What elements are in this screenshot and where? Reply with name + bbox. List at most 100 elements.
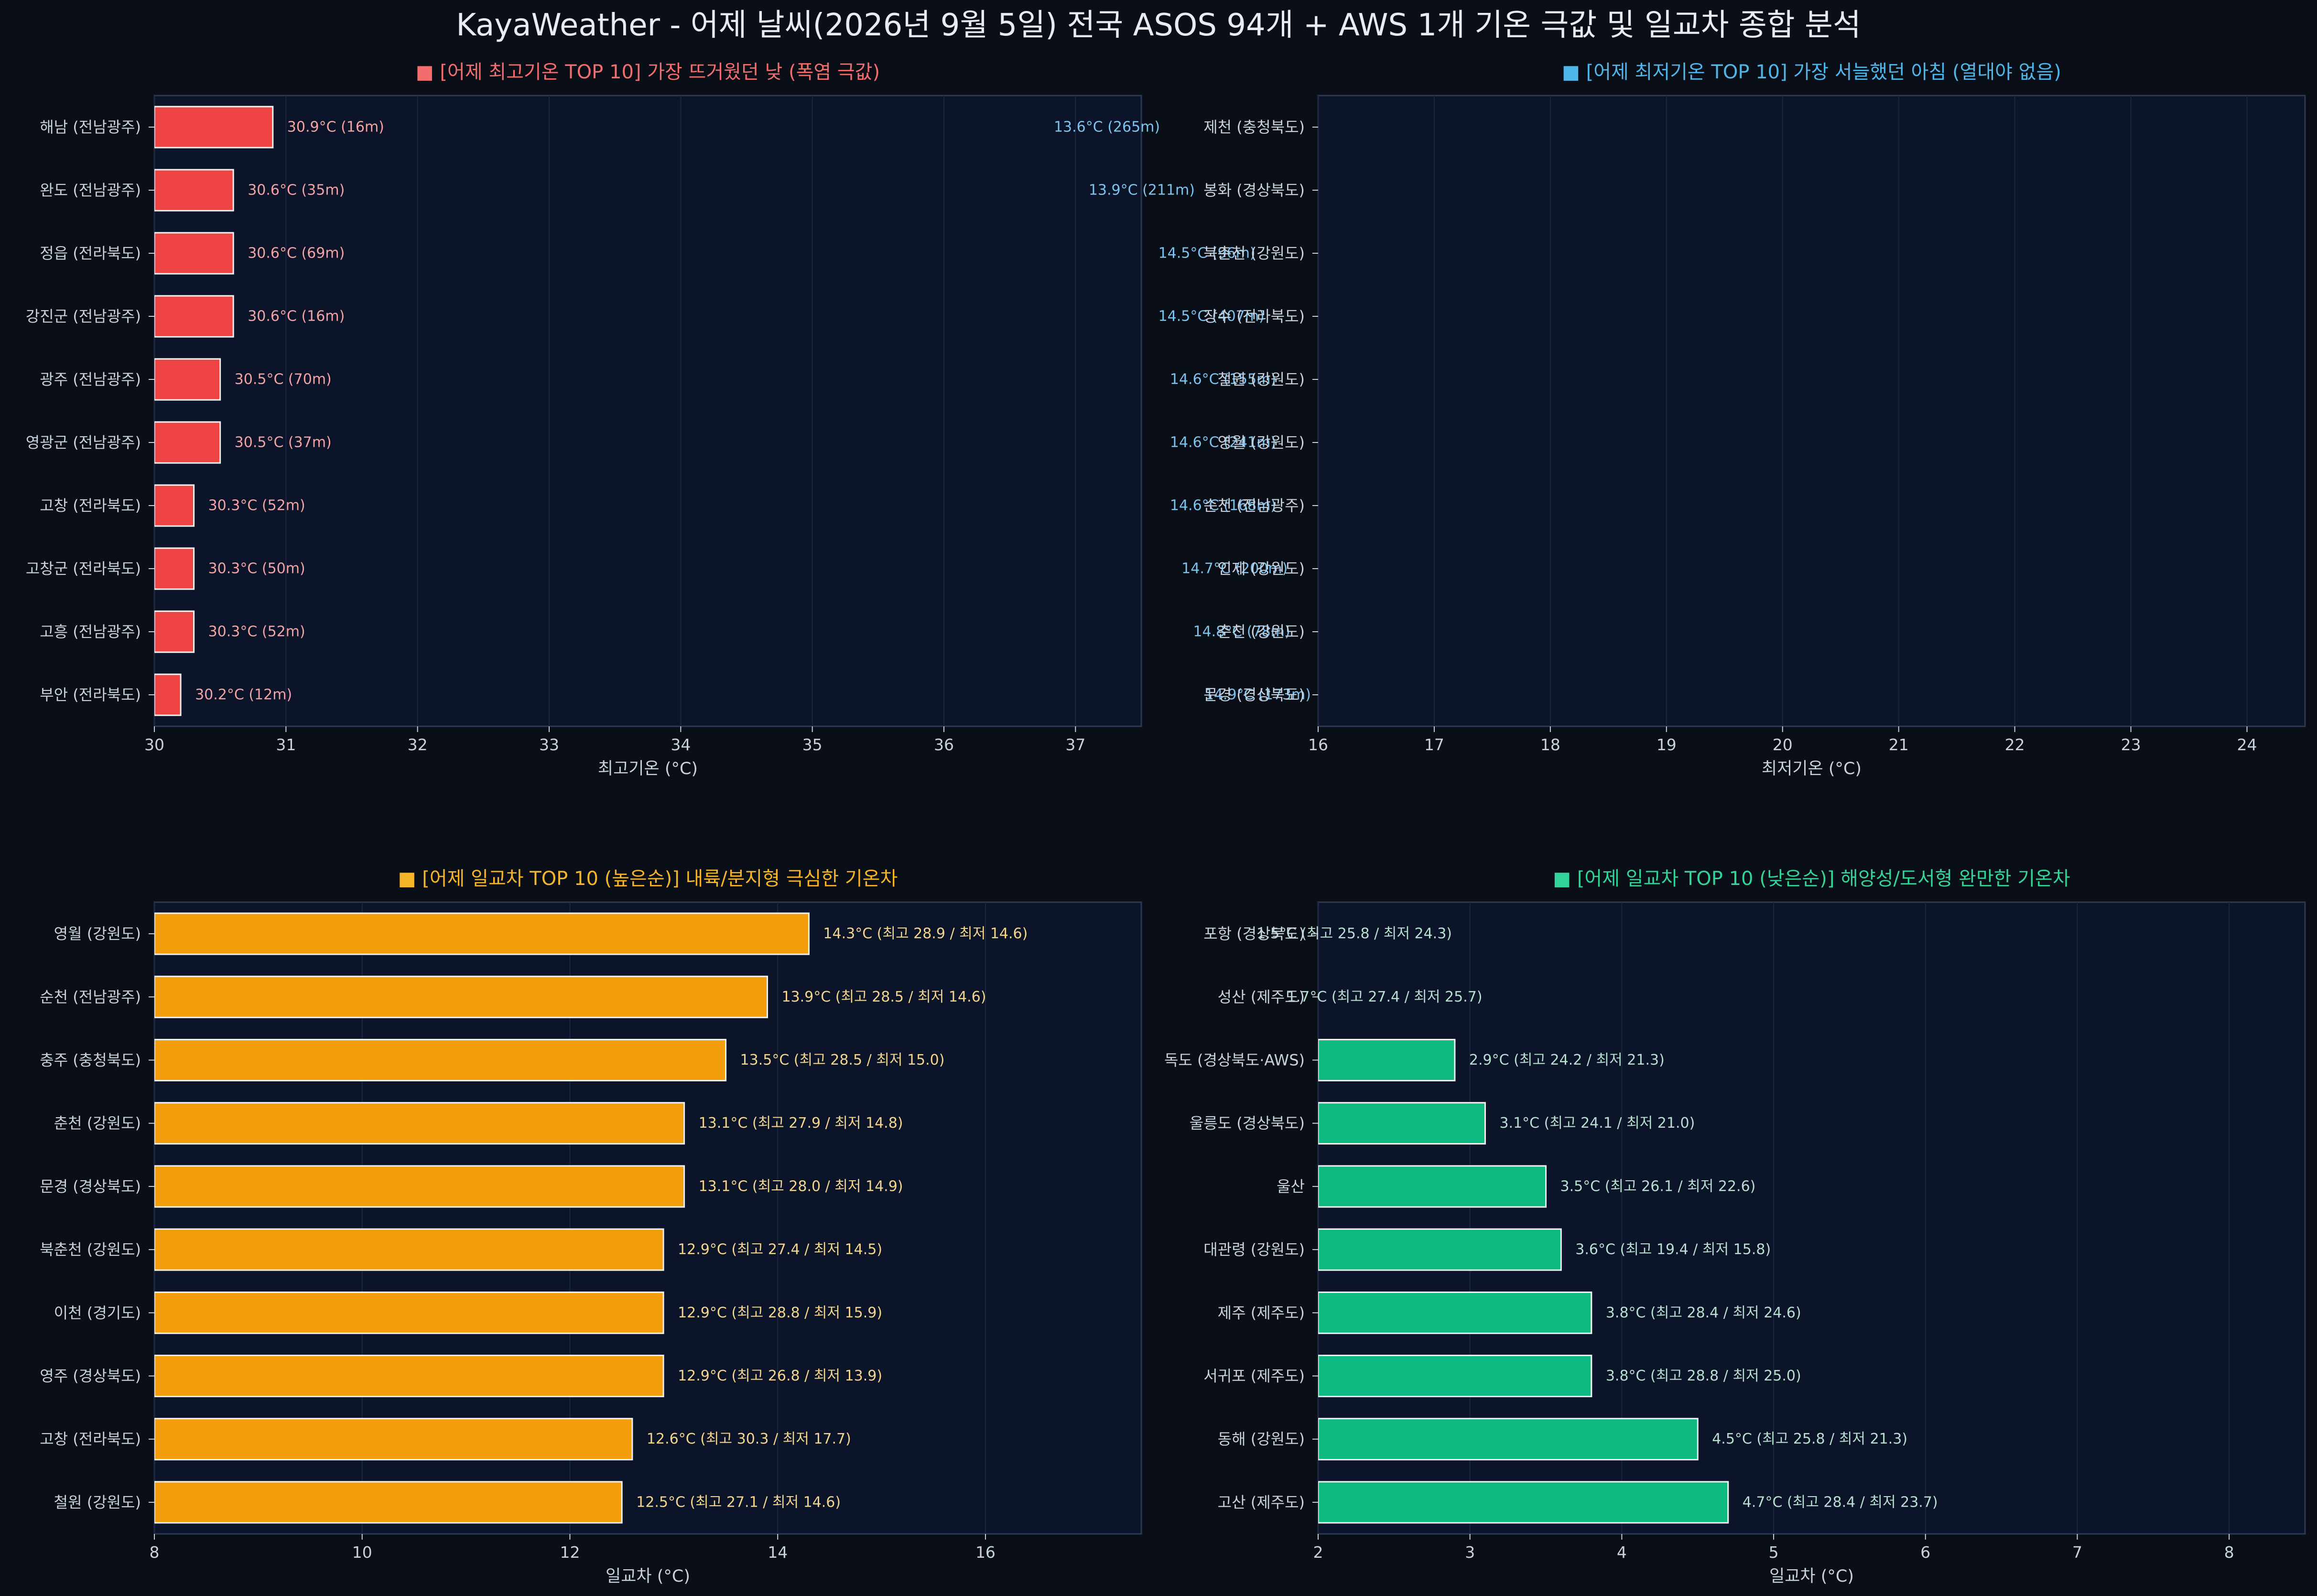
value-label-7: 12.9°C (최고 26.8 / 최저 13.9) bbox=[678, 1368, 882, 1384]
category-label-8: 춘천 (강원도) bbox=[1218, 623, 1305, 641]
bar-2 bbox=[154, 232, 234, 275]
category-label-1: 성산 (제주도) bbox=[1218, 988, 1305, 1006]
category-label-4: 광주 (전남광주) bbox=[40, 370, 141, 388]
x-tick-label-5: 7 bbox=[2072, 1543, 2082, 1562]
category-label-6: 순천 (전남광주) bbox=[1203, 496, 1305, 515]
x-tick-label-0: 8 bbox=[150, 1543, 160, 1562]
bar-1 bbox=[154, 975, 768, 1018]
x-tick-label-2: 32 bbox=[408, 735, 428, 754]
x-tick-label-2: 18 bbox=[1540, 735, 1560, 754]
category-label-8: 고흥 (전남광주) bbox=[40, 623, 141, 641]
value-label-4: 3.5°C (최고 26.1 / 최저 22.6) bbox=[1560, 1178, 1756, 1195]
category-label-6: 고창 (전라북도) bbox=[40, 496, 141, 515]
value-label-7: 14.7°C (200m) bbox=[1181, 561, 1288, 577]
x-tick-label-1: 31 bbox=[276, 735, 296, 754]
bar-4 bbox=[154, 358, 221, 401]
category-label-2: 독도 (경상북도·AWS) bbox=[1164, 1051, 1305, 1069]
category-label-1: 봉화 (경상북도) bbox=[1203, 181, 1305, 199]
chart-title: ■ [어제 최저기온 TOP 10] 가장 서늘했던 아침 (열대야 없음) bbox=[1562, 61, 2061, 83]
value-label-2: 2.9°C (최고 24.2 / 최저 21.3) bbox=[1469, 1052, 1665, 1068]
bar-2 bbox=[1318, 1039, 1456, 1081]
chart-diurnal-range-high-top10: 14.3°C (최고 28.9 / 최저 14.6) 영월 (강원도) 13.9°C… bbox=[40, 868, 1142, 1586]
bar-3 bbox=[154, 295, 234, 338]
bar-0 bbox=[154, 106, 274, 149]
value-label-9: 30.2°C (12m) bbox=[195, 687, 292, 703]
value-label-4: 30.5°C (70m) bbox=[235, 371, 332, 388]
value-label-6: 3.8°C (최고 28.4 / 최저 24.6) bbox=[1606, 1305, 1801, 1321]
bar-5 bbox=[1318, 1228, 1562, 1271]
chart-title: ■ [어제 최고기온 TOP 10] 가장 뜨거웠던 낮 (폭염 극값) bbox=[416, 61, 880, 83]
bars-group bbox=[1318, 1039, 1729, 1524]
value-label-3: 3.1°C (최고 24.1 / 최저 21.0) bbox=[1499, 1115, 1695, 1132]
bars-group bbox=[154, 106, 274, 716]
bar-7 bbox=[1318, 1355, 1592, 1397]
category-label-6: 이천 (경기도) bbox=[54, 1304, 141, 1322]
bar-0 bbox=[154, 912, 810, 955]
figure-title: KayaWeather - 어제 날씨(2026년 9월 5일) 전국 ASOS… bbox=[456, 8, 1861, 43]
bar-1 bbox=[154, 169, 234, 212]
category-label-5: 영월 (강원도) bbox=[1218, 433, 1305, 452]
category-label-1: 순천 (전남광주) bbox=[40, 988, 141, 1006]
category-label-7: 고창군 (전라북도) bbox=[26, 560, 141, 578]
category-label-4: 울산 bbox=[1277, 1177, 1305, 1196]
x-tick-label-3: 33 bbox=[539, 735, 559, 754]
category-label-5: 북춘천 (강원도) bbox=[40, 1240, 141, 1259]
x-tick-label-6: 36 bbox=[934, 735, 954, 754]
category-label-5: 영광군 (전남광주) bbox=[26, 433, 141, 452]
value-label-1: 1.7°C (최고 27.4 / 최저 25.7) bbox=[1287, 989, 1483, 1005]
value-label-9: 12.5°C (최고 27.1 / 최저 14.6) bbox=[636, 1494, 841, 1510]
category-label-7: 영주 (경상북도) bbox=[40, 1367, 141, 1385]
x-tick-label-0: 30 bbox=[144, 735, 164, 754]
x-tick-label-1: 17 bbox=[1424, 735, 1444, 754]
value-label-5: 30.5°C (37m) bbox=[235, 434, 332, 451]
chart-max-temp-top10: 30.9°C (16m) 해남 (전남광주) 30.6°C (35m) 완도 (전남광… bbox=[26, 61, 1142, 778]
bar-4 bbox=[154, 1165, 685, 1208]
x-tick-label-7: 23 bbox=[2121, 735, 2141, 754]
x-tick-label-3: 14 bbox=[768, 1543, 788, 1562]
x-tick-label-1: 10 bbox=[352, 1543, 372, 1562]
value-label-2: 13.5°C (최고 28.5 / 최저 15.0) bbox=[740, 1052, 945, 1068]
x-tick-label-0: 2 bbox=[1313, 1543, 1323, 1562]
category-label-2: 충주 (충청북도) bbox=[40, 1051, 141, 1069]
category-label-9: 철원 (강원도) bbox=[54, 1493, 141, 1511]
x-tick-label-4: 16 bbox=[975, 1543, 996, 1562]
bar-5 bbox=[154, 421, 221, 464]
x-tick-label-4: 34 bbox=[671, 735, 691, 754]
bar-2 bbox=[154, 1039, 727, 1081]
category-label-9: 부안 (전라북도) bbox=[40, 686, 141, 704]
bar-8 bbox=[154, 1418, 633, 1461]
value-label-9: 4.7°C (최고 28.4 / 최저 23.7) bbox=[1743, 1494, 1938, 1510]
chart-min-temp-top10: 13.6°C (265m) 제천 (충청북도) 13.9°C (211m) 봉화 (경… bbox=[1054, 61, 2306, 778]
x-tick-label-8: 24 bbox=[2237, 735, 2257, 754]
x-tick-label-6: 8 bbox=[2224, 1543, 2234, 1562]
chart-title: ■ [어제 일교차 TOP 10 (높은순)] 내륙/분지형 극심한 기온차 bbox=[398, 868, 898, 890]
value-label-5: 3.6°C (최고 19.4 / 최저 15.8) bbox=[1575, 1241, 1771, 1258]
plot-area bbox=[153, 95, 1142, 727]
category-label-7: 서귀포 (제주도) bbox=[1203, 1367, 1305, 1385]
x-axis-label: 일교차 (°C) bbox=[1769, 1567, 1854, 1586]
bar-3 bbox=[154, 1102, 685, 1145]
value-label-6: 30.3°C (52m) bbox=[208, 497, 305, 514]
value-label-4: 13.1°C (최고 28.0 / 최저 14.9) bbox=[699, 1178, 903, 1195]
value-label-9: 14.9°C (173m) bbox=[1205, 687, 1311, 703]
bar-6 bbox=[154, 1291, 664, 1334]
category-label-0: 제천 (충청북도) bbox=[1203, 118, 1305, 136]
value-label-2: 14.5°C (96m) bbox=[1158, 245, 1256, 262]
value-label-3: 14.5°C (407m) bbox=[1158, 308, 1265, 325]
value-label-8: 4.5°C (최고 25.8 / 최저 21.3) bbox=[1712, 1431, 1907, 1447]
bar-6 bbox=[1318, 1291, 1592, 1334]
x-tick-label-2: 4 bbox=[1617, 1543, 1627, 1562]
value-label-0: 14.3°C (최고 28.9 / 최저 14.6) bbox=[823, 926, 1028, 942]
value-label-8: 12.6°C (최고 30.3 / 최저 17.7) bbox=[647, 1431, 851, 1447]
bar-7 bbox=[154, 1355, 664, 1397]
chart-diurnal-range-low-top10: 1.5°C (최고 25.8 / 최저 24.3)포항 (경상북도) 1.7°C … bbox=[1164, 868, 2306, 1586]
bar-8 bbox=[154, 610, 195, 653]
value-label-8: 30.3°C (52m) bbox=[208, 624, 305, 640]
x-tick-label-3: 19 bbox=[1657, 735, 1677, 754]
x-tick-label-5: 21 bbox=[1889, 735, 1909, 754]
chart-title: ■ [어제 일교차 TOP 10 (낮은순)] 해양성/도서형 완만한 기온차 bbox=[1553, 868, 2070, 890]
category-label-1: 완도 (전남광주) bbox=[40, 181, 141, 199]
category-label-5: 대관령 (강원도) bbox=[1203, 1240, 1305, 1259]
category-label-4: 문경 (경상북도) bbox=[40, 1177, 141, 1196]
